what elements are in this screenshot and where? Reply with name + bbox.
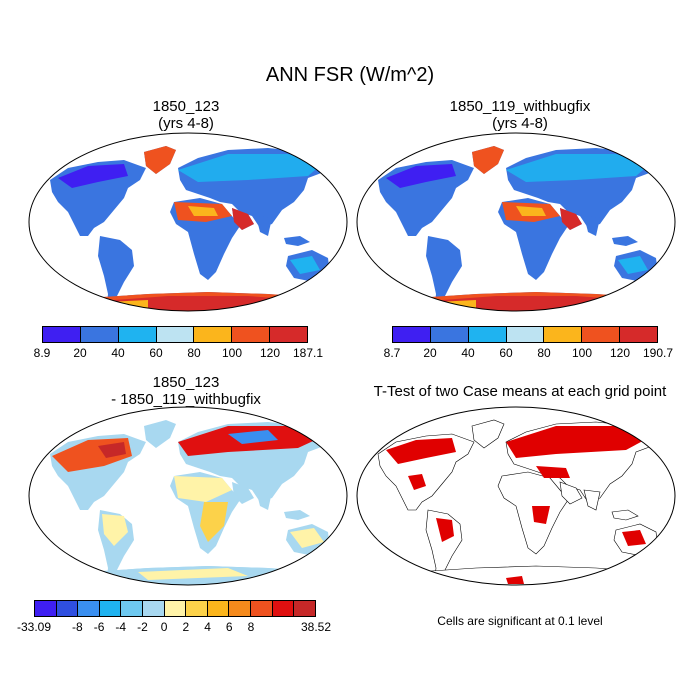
- colorbar-top-right: [392, 326, 658, 343]
- colorbar-tick-label: 0: [160, 620, 168, 634]
- colorbar-swatch: [232, 327, 271, 342]
- map-bottom-right: [356, 406, 676, 586]
- panel-title-bottom-left: 1850_123 - 1850_119_withbugfix: [26, 374, 346, 408]
- colorbar-tick-label: 8.7: [383, 346, 401, 360]
- significant-cells: [386, 426, 652, 584]
- figure-title: ANN FSR (W/m^2): [265, 64, 435, 86]
- colorbar-swatch: [156, 327, 195, 342]
- colorbar-tick-label: 8: [247, 620, 255, 634]
- map-top-right: [356, 132, 676, 312]
- significance-note: Cells are significant at 0.1 level: [437, 614, 603, 628]
- panel-title-line2: (yrs 4-8): [492, 115, 548, 132]
- panel-title-line2: (yrs 4-8): [158, 115, 214, 132]
- colorbar-tick-label: 40: [111, 346, 125, 360]
- colorbar-tick-label: 120: [609, 346, 631, 360]
- colorbar-swatch: [164, 601, 187, 616]
- colorbar-swatch: [468, 327, 507, 342]
- colorbar-tick-label: 2: [182, 620, 190, 634]
- colorbar-tick-label: 4: [204, 620, 211, 634]
- colorbar-swatch: [194, 327, 233, 342]
- map-bottom-left: [28, 406, 348, 586]
- colorbar-swatch: [294, 601, 315, 616]
- colorbar-tick-label: 40: [461, 346, 475, 360]
- colorbar-tick-label: -33.09: [16, 620, 52, 634]
- colorbar-tick-label: 80: [187, 346, 201, 360]
- panel-title-line2: - 1850_119_withbugfix: [111, 391, 261, 408]
- colorbar-tick-label: 100: [221, 346, 243, 360]
- panel-title-top-left: 1850_123 (yrs 4-8): [26, 98, 346, 132]
- colorbar-swatch: [143, 601, 165, 616]
- colorbar-swatch: [251, 601, 273, 616]
- colorbar-tick-label: 60: [149, 346, 163, 360]
- colorbar-swatch: [620, 327, 658, 342]
- colorbar-swatch: [35, 601, 57, 616]
- colorbar-swatch: [272, 601, 295, 616]
- colorbar-swatch: [118, 327, 157, 342]
- colorbar-swatch: [56, 601, 79, 616]
- colorbar-tick-label: 20: [423, 346, 437, 360]
- colorbar-tick-label: 20: [73, 346, 87, 360]
- colorbar-bottom-left: [34, 600, 316, 617]
- colorbar-tick-label: 38.52: [300, 620, 332, 634]
- panel-title-bottom-right: T-Test of two Case means at each grid po…: [373, 383, 667, 400]
- panel-title-line1: 1850_123: [152, 374, 220, 391]
- panel-title-top-right: 1850_119_withbugfix (yrs 4-8): [360, 98, 680, 132]
- colorbar-top-left: [42, 326, 308, 343]
- map-top-left: [28, 132, 348, 312]
- colorbar-tick-label: -2: [137, 620, 148, 634]
- colorbar-swatch: [99, 601, 122, 616]
- colorbar-tick-label: 8.9: [33, 346, 51, 360]
- colorbar-swatch: [270, 327, 308, 342]
- colorbar-tick-label: 6: [225, 620, 233, 634]
- colorbar-tick-label: 80: [537, 346, 551, 360]
- panel-title-line1: 1850_119_withbugfix: [449, 98, 591, 115]
- colorbar-tick-label: 190.7: [642, 346, 674, 360]
- colorbar-tick-label: 100: [571, 346, 593, 360]
- colorbar-swatch: [207, 601, 230, 616]
- colorbar-swatch: [80, 327, 119, 342]
- colorbar-swatch: [121, 601, 144, 616]
- colorbar-swatch: [544, 327, 583, 342]
- panel-title-line1: 1850_123: [152, 98, 220, 115]
- colorbar-swatch: [229, 601, 252, 616]
- colorbar-swatch: [430, 327, 469, 342]
- colorbar-tick-label: -4: [115, 620, 127, 634]
- colorbar-swatch: [506, 327, 545, 342]
- colorbar-tick-label: 60: [499, 346, 513, 360]
- colorbar-swatch: [78, 601, 100, 616]
- colorbar-swatch: [582, 327, 621, 342]
- colorbar-tick-label: -8: [72, 620, 83, 634]
- colorbar-tick-label: 120: [259, 346, 281, 360]
- colorbar-tick-label: -6: [93, 620, 105, 634]
- colorbar-swatch: [43, 327, 81, 342]
- colorbar-tick-label: 187.1: [292, 346, 324, 360]
- colorbar-swatch: [393, 327, 431, 342]
- colorbar-swatch: [186, 601, 208, 616]
